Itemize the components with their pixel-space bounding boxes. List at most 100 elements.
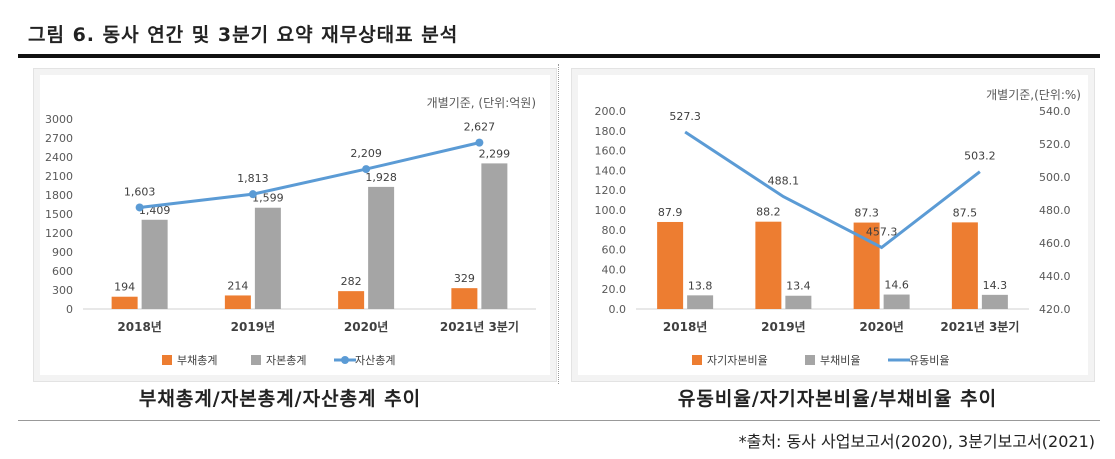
y-tick-label: 20.0: [602, 283, 627, 296]
line-data-label: 1,813: [237, 172, 269, 185]
bar-secondary: [481, 163, 508, 309]
line-point: [248, 190, 257, 199]
y-tick-label: 160.0: [595, 145, 627, 158]
bar-data-label: 2,299: [479, 147, 511, 160]
y-tick-label: 80.0: [602, 224, 627, 237]
caption-balance-totals: 부채총계/자본총계/자산총계 추이: [138, 388, 422, 410]
y2-tick-label: 500.0: [1039, 171, 1071, 184]
y2-tick-label: 480.0: [1039, 204, 1071, 217]
bar-data-label: 329: [454, 272, 475, 285]
x-tick-label: 2019년: [231, 320, 275, 334]
bar-primary: [657, 221, 684, 309]
legend-marker: [341, 356, 349, 364]
y2-tick-label: 520.0: [1039, 138, 1071, 151]
source-note: *출처: 동사 사업보고서(2020), 3분기보고서(2021): [738, 432, 1095, 451]
bar-data-label: 87.3: [854, 207, 879, 220]
bar-data-label: 13.8: [688, 279, 713, 292]
bar-data-label: 1,928: [365, 171, 397, 184]
x-tick-label: 2021년 3분기: [440, 319, 519, 334]
bar-secondary: [368, 186, 395, 309]
line-series: [684, 130, 981, 250]
y-tick-label: 1500: [45, 208, 73, 221]
y-tick-label: 180.0: [595, 125, 627, 138]
bar-primary: [951, 222, 978, 309]
bar-secondary: [141, 219, 168, 309]
bar-secondary: [687, 295, 714, 309]
y-tick-label: 2100: [45, 170, 73, 183]
y2-tick-label: 440.0: [1039, 270, 1071, 283]
legend-swatch: [162, 355, 172, 365]
bar-data-label: 14.3: [983, 279, 1008, 292]
y-tick-label: 1200: [45, 227, 73, 240]
bar-data-label: 14.6: [884, 279, 909, 292]
line-data-label: 1,603: [124, 185, 156, 198]
y2-tick-label: 540.0: [1039, 105, 1071, 118]
x-tick-label: 2020년: [859, 320, 903, 334]
bar-data-label: 214: [227, 279, 248, 292]
y-tick-label: 0: [66, 303, 73, 316]
legend-label: 유동비율: [909, 354, 949, 367]
bar-secondary: [254, 207, 281, 309]
bar-data-label: 87.9: [658, 206, 683, 219]
bar-primary: [451, 288, 478, 309]
line-point: [135, 203, 144, 212]
y-tick-label: 200.0: [595, 105, 627, 118]
legend-swatch: [251, 355, 261, 365]
line-data-label: 503.2: [964, 150, 996, 163]
x-tick-label: 2018년: [663, 320, 707, 334]
y-tick-label: 120.0: [595, 184, 627, 197]
line-data-label: 527.3: [669, 110, 701, 123]
y-tick-label: 0.0: [609, 303, 627, 316]
legend-swatch: [805, 355, 815, 365]
y-tick-label: 900: [52, 246, 73, 259]
bar-secondary: [883, 294, 910, 309]
y-tick-label: 1800: [45, 189, 73, 202]
y-tick-label: 300: [52, 284, 73, 297]
legend-label: 자산총계: [355, 354, 395, 367]
caption-ratios: 유동비율/자기자본비율/부채비율 추이: [677, 388, 998, 410]
y2-tick-label: 460.0: [1039, 237, 1071, 250]
y-tick-label: 100.0: [595, 204, 627, 217]
panel-divider: [558, 64, 559, 384]
chart-panel-ratios: 개별기준,(단위:%) 200.0 180.0 160.0 140.0 120.0 100.…: [571, 68, 1095, 382]
y-tick-label: 3000: [45, 113, 73, 126]
bar-primary: [224, 295, 251, 309]
legend-label: 부채비율: [820, 354, 860, 367]
unit-note: 개별기준,(단위:%): [986, 88, 1081, 102]
legend-label: 자기자본비율: [707, 354, 768, 367]
bar-data-label: 88.2: [756, 206, 781, 219]
line-data-label: 2,209: [350, 147, 382, 160]
chart-panel-balance-totals: 개별기준, (단위:억원) 3000 2700 2400 2100 1800 1500 120…: [33, 68, 557, 382]
legend-label: 자본총계: [266, 354, 306, 367]
line-point: [362, 165, 371, 174]
x-tick-label: 2019년: [761, 320, 805, 334]
y-tick-label: 140.0: [595, 164, 627, 177]
footer-rule: [18, 420, 1100, 421]
bar-data-label: 13.4: [786, 280, 811, 293]
bar-primary: [338, 291, 365, 309]
y-tick-label: 60.0: [602, 244, 627, 257]
bar-secondary: [981, 294, 1008, 309]
bar-data-label: 282: [341, 275, 362, 288]
y-tick-label: 2400: [45, 151, 73, 164]
x-tick-label: 2018년: [117, 320, 161, 334]
chart-ratios: 개별기준,(단위:%) 200.0 180.0 160.0 140.0 120.0 100.…: [595, 88, 1082, 367]
line-series: [139, 141, 480, 209]
y2-tick-label: 420.0: [1039, 303, 1071, 316]
x-tick-label: 2021년 3분기: [940, 319, 1019, 334]
bar-data-label: 194: [114, 281, 135, 294]
title-rule: [18, 54, 1100, 58]
bar-primary: [853, 222, 880, 309]
y-tick-label: 40.0: [602, 263, 627, 276]
bar-primary: [755, 221, 782, 309]
line-data-label: 488.1: [768, 175, 800, 188]
x-tick-label: 2020년: [344, 320, 388, 334]
legend-swatch: [692, 355, 702, 365]
bar-data-label: 87.5: [953, 206, 978, 219]
y-tick-label: 600: [52, 265, 73, 278]
legend-label: 부채총계: [177, 354, 217, 367]
line-data-label: 2,627: [464, 121, 496, 134]
bar-primary: [111, 296, 138, 309]
bar-secondary: [785, 295, 812, 309]
line-data-label: 457.3: [866, 225, 898, 238]
